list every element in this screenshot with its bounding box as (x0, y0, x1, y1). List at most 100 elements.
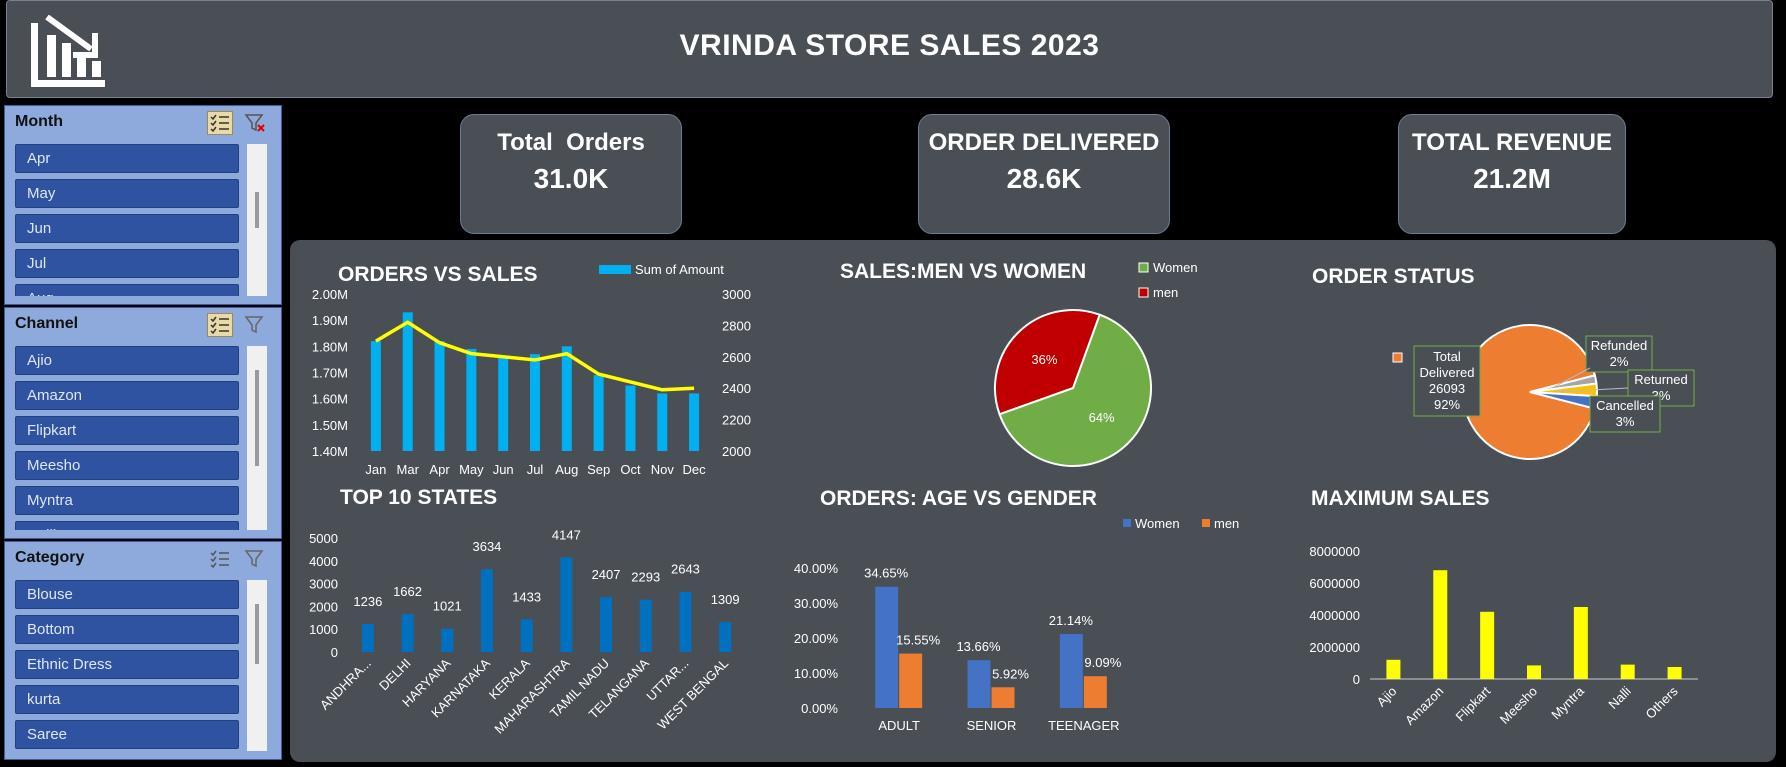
category-item[interactable]: Saree (15, 720, 239, 749)
multi-select-icon[interactable] (207, 547, 233, 571)
y-tick-label: 1.70M (312, 366, 348, 381)
bar (657, 393, 668, 451)
x-tick-label: Dec (683, 462, 707, 477)
x-tick-label: Others (1642, 683, 1681, 722)
y-tick-label: 1.80M (312, 339, 348, 354)
channel-item[interactable]: Amazon (15, 381, 239, 410)
filter-icon[interactable] (243, 313, 267, 337)
y-tick-label: 0.00% (801, 701, 838, 716)
month-slicer-title: Month (15, 113, 63, 130)
multi-select-icon[interactable] (207, 111, 233, 135)
data-label: 1021 (433, 599, 462, 614)
scroll-thumb[interactable] (255, 370, 259, 466)
kpi-value: 21.2M (1473, 163, 1551, 194)
bar (480, 569, 493, 652)
data-label: 1236 (353, 594, 382, 609)
leader-line (1553, 367, 1591, 388)
month-scrollbar[interactable] (247, 144, 267, 296)
data-label: 4147 (552, 527, 581, 542)
month-item[interactable]: Apr (15, 144, 239, 173)
x-tick-label: Ajio (1374, 684, 1400, 710)
category-slicer-title: Category (15, 549, 85, 566)
category-item[interactable]: Blouse (15, 580, 239, 609)
month-item[interactable]: Jul (15, 249, 239, 278)
channel-item[interactable]: Myntra (15, 486, 239, 515)
filter-icon[interactable] (243, 547, 267, 571)
legend-label: Sum of Amount (635, 262, 724, 277)
channel-item[interactable]: Nalli (15, 521, 239, 530)
y-tick-label: 1.50M (312, 418, 348, 433)
channel-item[interactable]: Flipkart (15, 416, 239, 445)
y-tick-label: 10.00% (794, 666, 839, 681)
x-tick-label: Mar (397, 462, 420, 477)
bar-chart-down-arrow-icon (31, 15, 105, 87)
bar (1480, 611, 1495, 679)
data-label-box (1413, 345, 1481, 417)
channel-item[interactable]: Meesho (15, 451, 239, 480)
bar (639, 599, 652, 652)
y2-tick-label: 2000 (722, 444, 751, 459)
x-tick-label: Nalli (1605, 683, 1634, 712)
kpi-total-revenue: TOTAL REVENUE 21.2M (1398, 114, 1626, 234)
channel-item[interactable]: Ajio (15, 346, 239, 375)
bar (498, 356, 509, 451)
y2-tick-label: 2800 (722, 318, 751, 333)
month-item[interactable]: May (15, 179, 239, 208)
bar (561, 346, 572, 451)
x-tick-label: TEENAGER (1048, 718, 1120, 733)
dashboard-header: VRINDA STORE SALES 2023 (6, 0, 1773, 98)
page-title: VRINDA STORE SALES 2023 (679, 29, 1100, 62)
chart-title: ORDERS: AGE VS GENDER (820, 487, 1097, 510)
month-item[interactable]: Aug (15, 284, 239, 296)
bar (1059, 634, 1083, 708)
legend-label: Women (1135, 516, 1180, 531)
y-tick-label: 8000000 (1309, 544, 1360, 559)
y-tick-label: 2000000 (1309, 640, 1360, 655)
kpi-label: ORDER DELIVERED (928, 129, 1160, 156)
data-label: 2293 (631, 570, 660, 585)
x-tick-label: Flipkart (1453, 683, 1494, 724)
charts-canvas: ORDERS VS SALES Sum of Amount 1.40M 1.50M 1.… (309, 260, 1698, 737)
category-item[interactable]: Ethnic Dress (15, 650, 239, 679)
bar (1083, 676, 1107, 708)
bar (593, 375, 604, 451)
category-item[interactable]: Bottom (15, 615, 239, 644)
bar (1433, 570, 1448, 679)
y-tick-label: 30.00% (794, 596, 839, 611)
x-tick-label: SENIOR (967, 718, 1017, 733)
data-label: 64% (1089, 410, 1115, 425)
bar (1667, 667, 1682, 679)
bar (1386, 659, 1401, 679)
y-tick-label: 0 (1353, 672, 1360, 687)
chart-title: TOP 10 STATES (340, 486, 497, 509)
charts-panel: ORDERS VS SALES Sum of Amount 1.40M 1.50M 1.… (290, 240, 1776, 762)
data-label: 2% (1610, 354, 1629, 369)
y-tick-label: 3000 (309, 577, 338, 592)
pie-slice (994, 309, 1101, 416)
data-label: 36% (1031, 352, 1057, 367)
data-label: 2407 (592, 567, 621, 582)
kpi-value: 28.6K (1006, 163, 1082, 194)
series-line (375, 320, 695, 392)
x-tick-label: Sep (587, 462, 610, 477)
multi-select-icon[interactable] (207, 313, 233, 337)
legend-label: men (1153, 285, 1178, 300)
pie-slice (998, 313, 1152, 467)
month-item[interactable]: Jun (15, 214, 239, 243)
y-tick-label: 1.40M (312, 444, 348, 459)
category-item[interactable]: kurta (15, 685, 239, 714)
channel-slicer: Channel Ajio Amazon Flipkart Meesho Mynt… (4, 307, 282, 539)
x-tick-label: ANDHRA... (317, 656, 374, 713)
kpi-value: 31.0K (533, 163, 609, 194)
chart-title: ORDER STATUS (1312, 265, 1475, 288)
x-tick-label: Oct (620, 462, 641, 477)
category-slicer: Category Blouse Bottom Ethnic Dress kurt… (4, 541, 282, 760)
bar (560, 557, 573, 652)
scroll-thumb[interactable] (255, 604, 259, 664)
scroll-thumb[interactable] (255, 192, 259, 228)
legend-swatch (1138, 262, 1149, 273)
category-scrollbar[interactable] (247, 580, 267, 751)
channel-scrollbar[interactable] (247, 346, 267, 530)
data-label: 1309 (711, 592, 740, 607)
clear-filter-icon[interactable] (243, 111, 267, 135)
